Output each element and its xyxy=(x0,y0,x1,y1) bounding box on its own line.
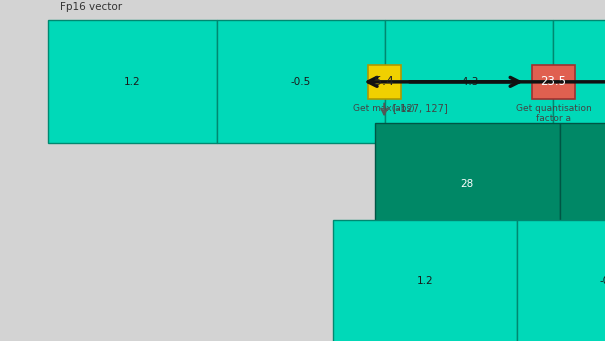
Bar xyxy=(532,65,575,99)
Bar xyxy=(217,20,385,143)
Text: -0.5: -0.5 xyxy=(290,77,311,87)
Text: 5.4: 5.4 xyxy=(374,75,394,88)
Bar xyxy=(368,65,401,99)
Text: 23.5: 23.5 xyxy=(541,75,566,88)
Bar xyxy=(48,20,217,143)
Bar xyxy=(375,123,560,246)
Text: Get quantisation
factor a: Get quantisation factor a xyxy=(515,104,592,123)
Text: [-127, 127]: [-127, 127] xyxy=(393,103,448,113)
Text: 1.2: 1.2 xyxy=(417,276,433,286)
Text: 28: 28 xyxy=(461,179,474,189)
Text: Fp16 vector: Fp16 vector xyxy=(60,2,123,12)
Bar xyxy=(385,20,553,143)
Text: -0.5: -0.5 xyxy=(600,276,605,286)
Text: -4.3: -4.3 xyxy=(459,77,479,87)
Bar xyxy=(333,220,517,341)
Text: 1.2: 1.2 xyxy=(124,77,141,87)
Bar xyxy=(517,220,605,341)
Bar xyxy=(560,123,605,246)
Bar xyxy=(553,20,605,143)
Text: Get max(abs): Get max(abs) xyxy=(353,104,415,113)
